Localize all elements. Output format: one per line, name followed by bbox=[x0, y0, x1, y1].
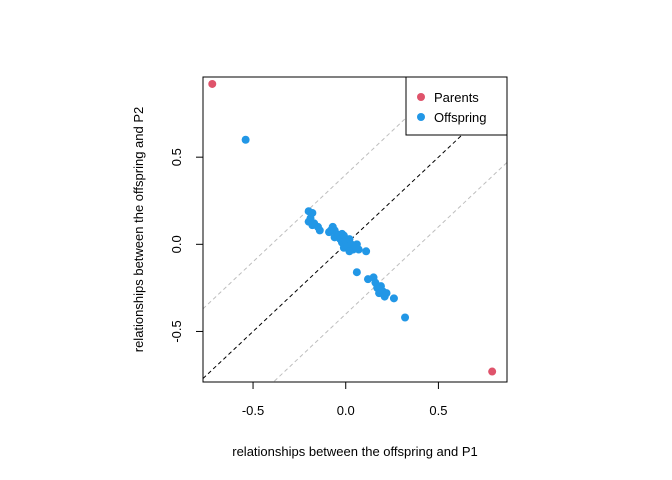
offspring-point bbox=[389, 294, 398, 303]
offspring-point bbox=[352, 268, 361, 277]
x-tick-label: -0.5 bbox=[242, 403, 264, 418]
legend-label-offspring: Offspring bbox=[434, 110, 487, 125]
offspring-point bbox=[354, 245, 363, 254]
legend-box bbox=[405, 76, 508, 136]
series-parents bbox=[208, 79, 497, 376]
x-axis: -0.5 0.0 0.5 bbox=[242, 381, 447, 418]
offspring-point bbox=[382, 289, 391, 298]
y-tick-label: -0.5 bbox=[169, 320, 184, 342]
parents-point bbox=[208, 79, 217, 88]
offspring-point bbox=[345, 247, 354, 256]
x-tick-label: 0.0 bbox=[337, 403, 355, 418]
y-axis: -0.5 0.0 0.5 bbox=[169, 148, 204, 343]
legend: Parents Offspring bbox=[405, 76, 508, 136]
reference-line-0 bbox=[203, 92, 507, 379]
legend-marker-offspring bbox=[417, 113, 425, 121]
x-tick-label: 0.5 bbox=[429, 403, 447, 418]
y-axis-title: relationships between the offspring and … bbox=[131, 107, 146, 352]
offspring-point bbox=[241, 135, 250, 144]
y-tick-label: 0.0 bbox=[169, 235, 184, 253]
offspring-point bbox=[362, 247, 371, 256]
x-axis-title: relationships between the offspring and … bbox=[232, 444, 477, 459]
reference-line-1 bbox=[203, 77, 451, 310]
legend-marker-parents bbox=[417, 93, 425, 101]
offspring-point bbox=[315, 226, 324, 235]
parents-point bbox=[488, 367, 497, 376]
data-points bbox=[208, 79, 497, 376]
offspring-point bbox=[401, 313, 410, 322]
series-offspring bbox=[241, 135, 410, 322]
y-tick-label: 0.5 bbox=[169, 148, 184, 166]
legend-label-parents: Parents bbox=[434, 90, 479, 105]
